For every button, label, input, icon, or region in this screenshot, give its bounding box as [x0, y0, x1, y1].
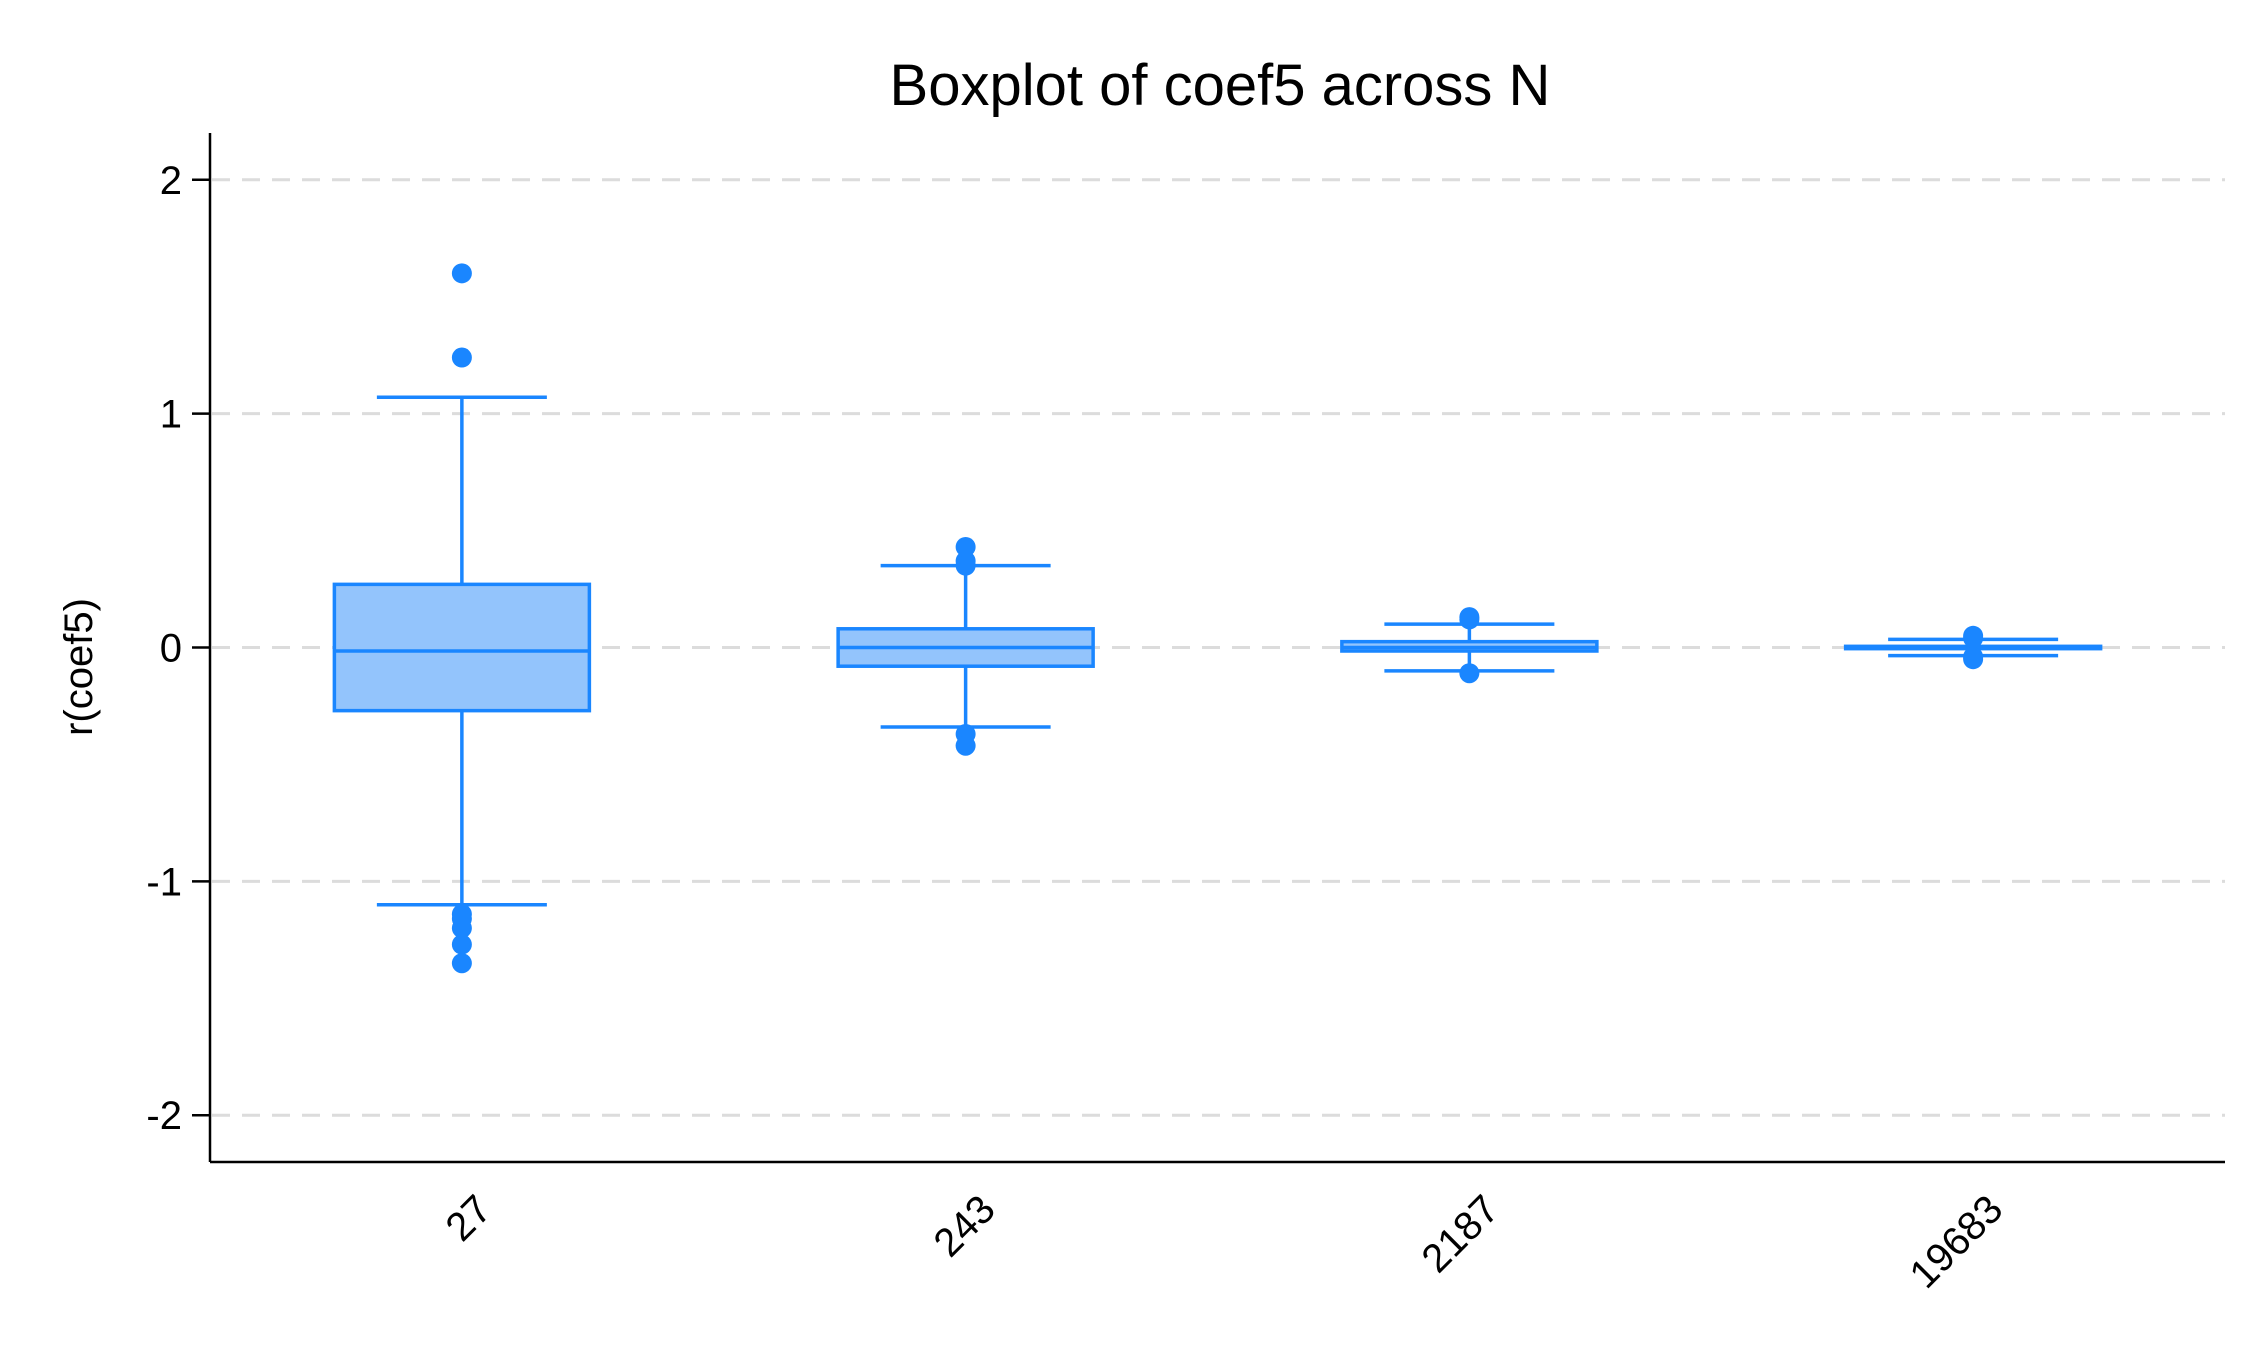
- outlier-point: [1459, 609, 1480, 630]
- outlier-point: [451, 347, 472, 368]
- outlier-point: [955, 735, 976, 756]
- box-243: [836, 536, 1095, 756]
- y-tick-label: 2: [160, 159, 182, 203]
- outlier-point: [451, 263, 472, 284]
- y-tick-label: 0: [160, 627, 182, 671]
- axes: [192, 133, 2225, 1164]
- outlier-point: [451, 953, 472, 974]
- box-series: [332, 263, 2103, 974]
- outlier-point: [955, 536, 976, 557]
- y-tick-label: -1: [146, 860, 182, 904]
- y-tick-label: -2: [146, 1094, 182, 1138]
- outlier-point: [1459, 663, 1480, 684]
- y-axis-label: r(coef5): [57, 598, 101, 736]
- box-2187: [1340, 607, 1599, 684]
- outlier-point: [1963, 628, 1984, 649]
- chart-title: Boxplot of coef5 across N: [890, 53, 1551, 118]
- outlier-point: [1963, 649, 1984, 670]
- iqr-box: [332, 582, 592, 713]
- outlier-point: [955, 555, 976, 576]
- box-27: [332, 263, 592, 974]
- outlier-point: [451, 918, 472, 939]
- y-tick-label: 1: [160, 393, 182, 437]
- box-19683: [1843, 625, 2103, 670]
- outlier-point: [451, 934, 472, 955]
